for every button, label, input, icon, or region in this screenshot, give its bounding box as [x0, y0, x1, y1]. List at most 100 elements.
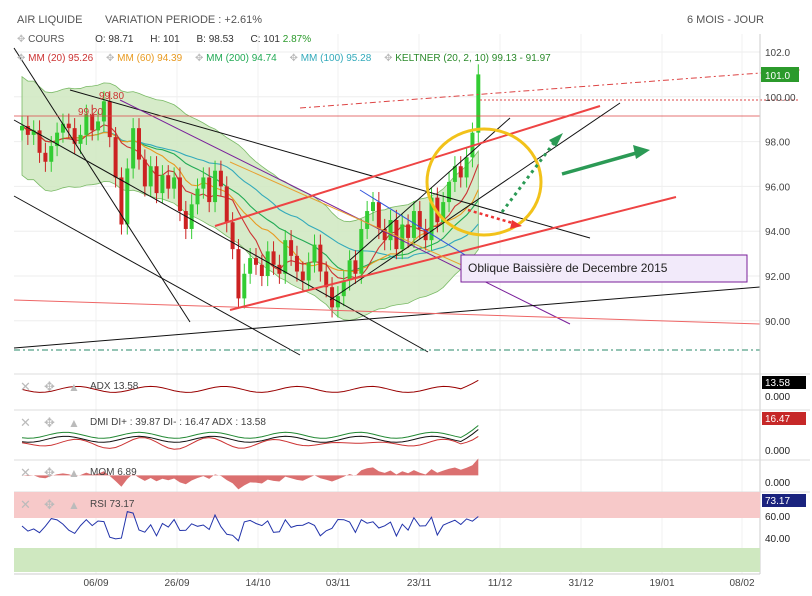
candle	[435, 197, 440, 223]
candle	[265, 251, 270, 276]
oblique-line	[119, 99, 571, 325]
dmi-minus-line	[21, 435, 479, 450]
candle	[248, 258, 253, 274]
dotted-arrow-up	[500, 139, 558, 213]
candle	[119, 177, 124, 225]
candle	[78, 134, 83, 144]
trend-line	[13, 47, 191, 323]
candle	[131, 128, 136, 169]
gear-icon[interactable]: ✥	[44, 497, 55, 512]
gear-icon[interactable]: ✥	[384, 53, 393, 64]
trend-line	[329, 102, 621, 301]
candle	[376, 202, 381, 229]
rsi-line	[21, 510, 479, 542]
candle	[201, 177, 206, 189]
legend-keltner: KELTNER (20, 2, 10) 99.13 - 91.97	[395, 53, 551, 64]
legend-change: 2.87%	[282, 34, 312, 45]
gear-icon[interactable]: ✥	[289, 53, 298, 64]
gear-icon[interactable]: ✥	[44, 465, 55, 480]
arrow-up-icon[interactable]: ▲	[68, 380, 80, 394]
trend-lines	[13, 47, 801, 356]
price-label: 99.20	[78, 107, 103, 118]
dmi-adx-line	[21, 429, 479, 443]
candle	[31, 130, 36, 135]
dmi-value-tag	[762, 412, 806, 425]
x-tick-label: 11/12	[488, 578, 513, 589]
candle	[218, 170, 223, 187]
candle	[60, 123, 65, 133]
dmi-line	[21, 425, 479, 439]
mom-label: MOM 6.89	[90, 467, 137, 478]
candle	[172, 177, 177, 189]
arrow-up-icon[interactable]: ▲	[68, 466, 80, 480]
close-icon[interactable]: ✕	[20, 379, 31, 394]
adx-line	[21, 379, 479, 393]
candle	[312, 244, 317, 263]
symbol-name: AIR LIQUIDE	[17, 14, 83, 26]
candle	[96, 121, 101, 131]
candle	[271, 251, 276, 265]
dmi-value: 16.47	[765, 414, 790, 425]
candle	[464, 157, 469, 178]
variation: VARIATION PERIODE : +2.61%	[105, 14, 263, 26]
candle	[90, 114, 95, 131]
channel-upper	[214, 105, 601, 227]
dotted-arrow-down	[467, 208, 517, 226]
gear-icon[interactable]: ✥	[17, 53, 26, 64]
candle	[353, 260, 358, 274]
arrowhead-icon	[549, 133, 563, 147]
channel-lower	[229, 196, 677, 311]
candle	[142, 159, 147, 187]
candle	[55, 132, 60, 147]
candle	[49, 146, 54, 162]
y-tick-label: 100.00	[765, 93, 796, 104]
y-tick-label: 98.00	[765, 138, 790, 149]
candle	[137, 128, 141, 160]
arrow-up-icon[interactable]: ▲	[68, 498, 80, 512]
candle	[84, 114, 89, 135]
period: 6 MOIS - JOUR	[686, 14, 764, 26]
candle	[236, 249, 241, 299]
candle	[388, 220, 393, 241]
close-icon[interactable]: ✕	[20, 465, 31, 480]
gear-icon[interactable]: ✥	[17, 34, 26, 45]
trend-line	[359, 189, 471, 259]
y-tick-label: 96.00	[765, 182, 790, 193]
dmi-label: DMI DI+ : 39.87 DI- : 16.47 ADX : 13.58	[90, 417, 266, 428]
gear-icon[interactable]: ✥	[44, 415, 55, 430]
close-icon[interactable]: ✕	[20, 415, 31, 430]
candle	[189, 204, 194, 229]
price-label: 99.80	[99, 91, 124, 102]
rsi-axis-label: 40.00	[765, 534, 790, 545]
candle	[242, 273, 247, 299]
legend-high: H: 101	[150, 34, 180, 45]
mom-area	[22, 458, 479, 490]
arrowhead-icon	[633, 145, 650, 159]
candle	[125, 168, 130, 225]
rsi-header: ✕ ✥ ▲ RSI 73.17	[20, 497, 135, 512]
candle	[406, 224, 411, 238]
gear-icon[interactable]: ✥	[194, 53, 204, 64]
candle	[341, 280, 346, 297]
legend-row-2: ✥ MM (20) 95.26 ✥ MM (60) 94.39 ✥ MM (20…	[17, 53, 551, 64]
close-icon[interactable]: ✕	[20, 497, 31, 512]
x-tick-label: 23/11	[407, 578, 432, 589]
trend-line	[229, 161, 501, 283]
rsi-label: RSI 73.17	[90, 499, 135, 510]
annotation-box[interactable]	[460, 254, 748, 283]
candle	[347, 260, 352, 281]
trend-line	[13, 119, 429, 353]
candle	[318, 244, 323, 272]
gear-icon[interactable]: ✥	[105, 53, 115, 64]
candle	[371, 202, 375, 212]
candle	[101, 101, 106, 122]
candle	[113, 137, 118, 178]
rsi-axis-label: 60.00	[765, 512, 790, 523]
gear-icon[interactable]: ✥	[44, 379, 55, 394]
candle	[37, 130, 42, 153]
arrow-up-icon[interactable]: ▲	[68, 416, 80, 430]
dmi-axis-label: 0.000	[765, 446, 790, 457]
candles	[20, 64, 481, 318]
candle	[107, 101, 112, 138]
legend-mm100: MM (100) 95.28	[300, 53, 372, 64]
